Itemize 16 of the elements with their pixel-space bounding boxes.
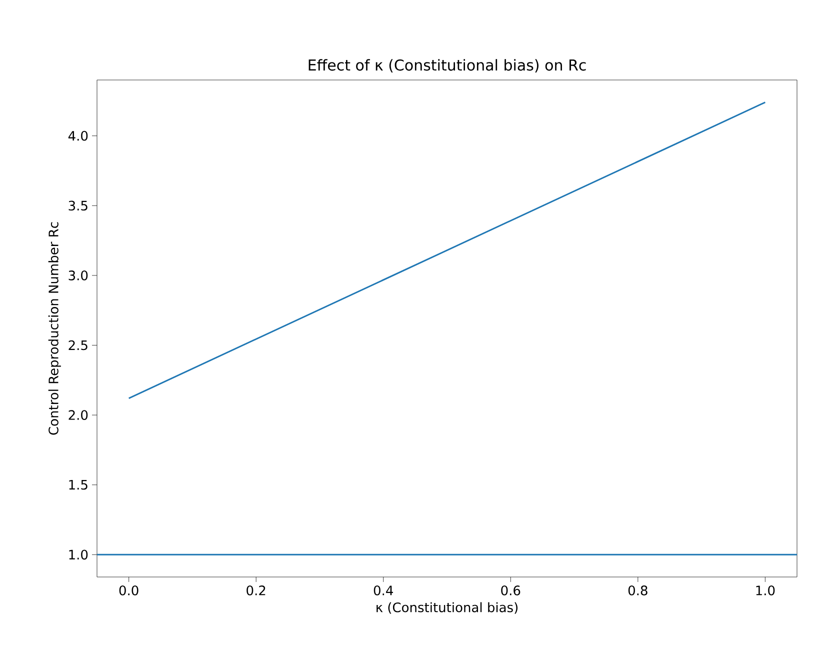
x-tick-label: 0.6 (501, 586, 520, 596)
y-tick-label: 2.0 (68, 410, 88, 420)
x-tick-label: 1.0 (756, 586, 775, 596)
y-tick-label: 2.5 (68, 340, 88, 350)
y-axis-title: Control Reproduction Number Rc (48, 222, 61, 435)
y-tick-label: 4.0 (68, 130, 88, 141)
y-tick-label: 1.5 (69, 480, 88, 490)
x-tick-label: 0.4 (374, 586, 393, 596)
x-axis-title: κ (Constitutional bias) (376, 602, 518, 614)
y-tick-label: 3.0 (68, 270, 88, 280)
x-tick-label: 0.0 (119, 586, 138, 596)
x-tick-label: 0.8 (628, 586, 648, 596)
y-tick-label: 1.0 (69, 550, 88, 560)
y-tick-label: 3.5 (68, 200, 88, 211)
x-tick-label: 0.2 (246, 586, 266, 596)
chart-title: Effect of κ (Constitutional bias) on Rc (308, 59, 586, 72)
